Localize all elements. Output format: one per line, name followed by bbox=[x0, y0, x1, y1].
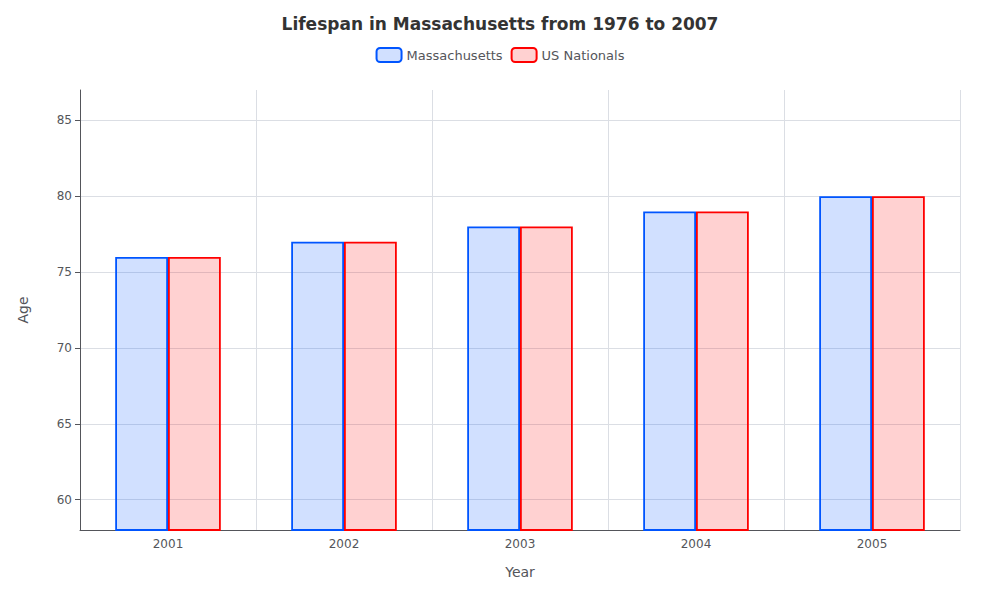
svg-text:Massachusetts: Massachusetts bbox=[407, 48, 503, 63]
svg-text:2005: 2005 bbox=[857, 537, 888, 551]
svg-text:60: 60 bbox=[57, 493, 72, 507]
svg-text:Lifespan in Massachusetts from: Lifespan in Massachusetts from 1976 to 2… bbox=[282, 14, 719, 34]
svg-text:2002: 2002 bbox=[329, 537, 360, 551]
svg-text:65: 65 bbox=[57, 417, 72, 431]
svg-text:85: 85 bbox=[57, 113, 72, 127]
svg-text:US Nationals: US Nationals bbox=[542, 48, 625, 63]
svg-text:70: 70 bbox=[57, 341, 72, 355]
svg-text:2004: 2004 bbox=[681, 537, 712, 551]
svg-text:Year: Year bbox=[504, 564, 535, 580]
svg-text:80: 80 bbox=[57, 189, 72, 203]
svg-text:2001: 2001 bbox=[153, 537, 184, 551]
svg-text:75: 75 bbox=[57, 265, 72, 279]
svg-text:Age: Age bbox=[15, 296, 31, 323]
svg-text:2003: 2003 bbox=[505, 537, 536, 551]
